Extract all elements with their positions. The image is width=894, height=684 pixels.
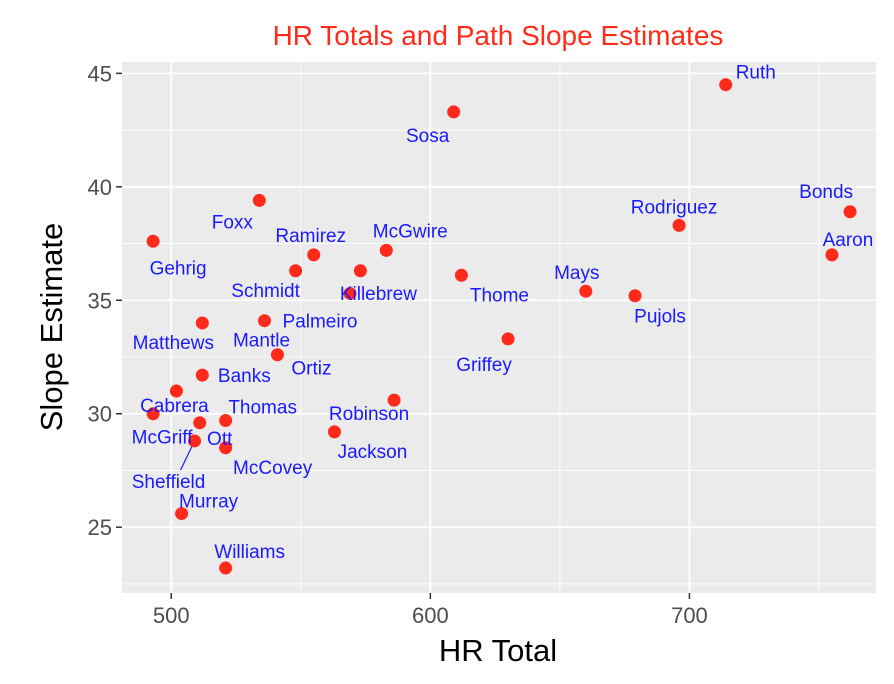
data-point-murray [175, 507, 189, 521]
grid-lines [122, 62, 876, 593]
data-point-aaron [825, 248, 839, 262]
data-point-foxx [252, 193, 266, 207]
data-point-thomas [219, 414, 233, 428]
x-axis-title: HR Total [439, 633, 557, 668]
data-point-schmidt [289, 264, 303, 278]
data-point-palmeiro [343, 286, 357, 300]
point-label-killebrew: Killebrew [340, 284, 417, 305]
y-tick-label: 40 [88, 175, 112, 200]
x-tick-label: 600 [412, 603, 449, 628]
point-label-thomas: Thomas [228, 398, 297, 419]
data-point-robinson [387, 393, 401, 407]
data-point-williams [219, 561, 233, 575]
data-point-cabrera [169, 384, 183, 398]
point-label-rodriguez: Rodriguez [631, 197, 718, 218]
data-point-mccovey [219, 441, 233, 455]
y-axis-title: Slope Estimate [34, 223, 69, 432]
data-point-banks [195, 368, 209, 382]
data-point-thome [454, 268, 468, 282]
point-label-murray: Murray [179, 492, 239, 513]
data-point-ott [193, 416, 207, 430]
point-label-bonds: Bonds [799, 182, 853, 203]
point-label-williams: Williams [214, 542, 285, 563]
point-label-robinson: Robinson [329, 404, 409, 425]
data-point-sosa [447, 105, 461, 119]
point-label-foxx: Foxx [212, 212, 254, 233]
data-point-mcgriff [146, 407, 160, 421]
data-point-mcgwire [379, 243, 393, 257]
point-label-mcgriff: McGriff [132, 428, 194, 449]
y-tick-label: 45 [88, 61, 112, 86]
data-point-mantle [258, 314, 272, 328]
point-label-matthews: Matthews [133, 333, 214, 354]
x-tick-label: 500 [153, 603, 190, 628]
point-label-mantle: Mantle [233, 331, 290, 352]
point-label-ortiz: Ortiz [291, 359, 331, 380]
data-point-griffey [501, 332, 515, 346]
data-point-gehrig [146, 234, 160, 248]
point-label-banks: Banks [218, 366, 271, 387]
point-label-mcgwire: McGwire [373, 221, 448, 242]
point-label-jackson: Jackson [338, 442, 408, 463]
point-label-ruth: Ruth [736, 63, 776, 84]
point-label-ott: Ott [207, 429, 233, 450]
point-label-pujols: Pujols [634, 307, 686, 328]
data-point-pujols [628, 289, 642, 303]
plot-panel [122, 62, 876, 593]
data-point-matthews [195, 316, 209, 330]
data-point-killebrew [353, 264, 367, 278]
point-label-sosa: Sosa [406, 126, 450, 147]
y-tick-label: 25 [88, 515, 112, 540]
data-point-sheffield [188, 434, 202, 448]
data-point-bonds [843, 205, 857, 219]
point-label-palmeiro: Palmeiro [283, 311, 358, 332]
point-label-sheffield: Sheffield [132, 472, 206, 493]
point-label-cabrera: Cabrera [140, 396, 209, 417]
y-tick-label: 30 [88, 402, 112, 427]
point-label-mays: Mays [554, 263, 599, 284]
point-label-aaron: Aaron [823, 230, 874, 251]
data-point-ruth [719, 78, 733, 92]
y-axis: 25 30 35 40 45 [88, 61, 122, 540]
data-point-mays [579, 284, 593, 298]
data-point-ortiz [270, 348, 284, 362]
data-point-jackson [327, 425, 341, 439]
point-label-thome: Thome [470, 285, 529, 306]
point-labels: Ruth Sosa Foxx Bonds Rodriguez Gehrig McGwire R… [132, 63, 874, 563]
point-label-griffey: Griffey [456, 355, 512, 376]
x-tick-label: 700 [671, 603, 708, 628]
data-point-rodriguez [672, 218, 686, 232]
point-label-gehrig: Gehrig [150, 258, 207, 279]
x-axis: 500 600 700 [153, 593, 708, 628]
chart-title: HR Totals and Path Slope Estimates [273, 20, 724, 51]
point-label-schmidt: Schmidt [231, 281, 300, 302]
point-label-mccovey: McCovey [233, 458, 313, 479]
y-tick-label: 35 [88, 288, 112, 313]
point-label-ramirez: Ramirez [275, 226, 346, 247]
data-point-ramirez [307, 248, 321, 262]
data-points [146, 78, 857, 575]
